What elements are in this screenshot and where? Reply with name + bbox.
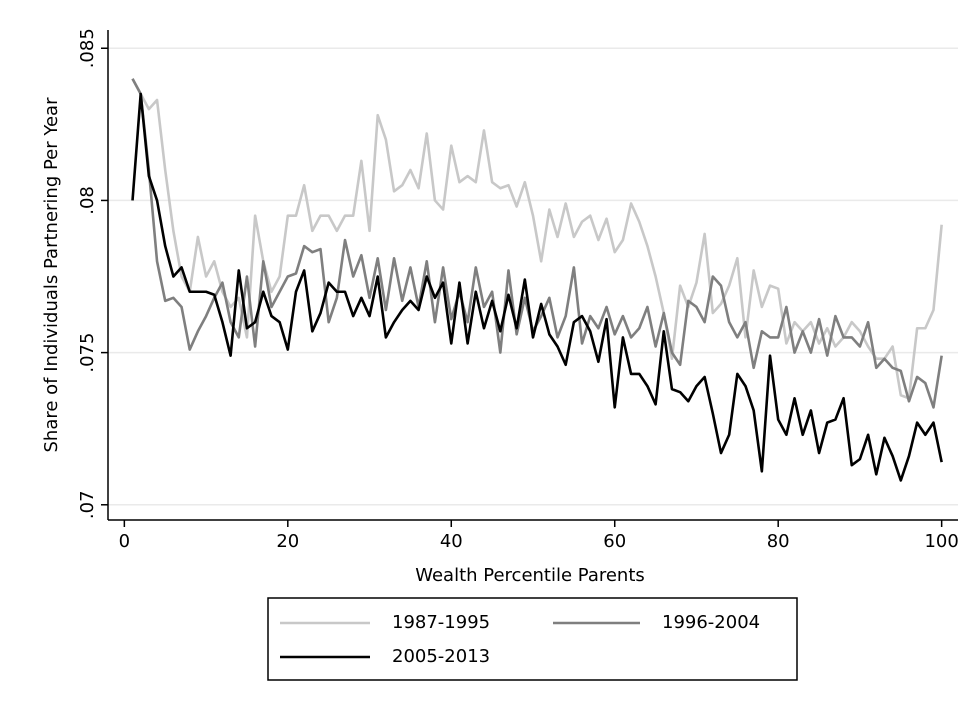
series-line [131, 78, 943, 400]
y-tick-label: .07 [77, 490, 98, 519]
y-axis-title: Share of Individuals Partnering Per Year [41, 97, 62, 453]
x-tick-label: 40 [440, 531, 463, 552]
y-tick-label: .08 [77, 186, 98, 215]
x-tick-label: 80 [767, 531, 790, 552]
legend-label: 2005-2013 [392, 646, 490, 667]
legend-box [267, 597, 798, 681]
x-axis-title: Wealth Percentile Parents [415, 565, 645, 586]
x-tick-label: 60 [603, 531, 626, 552]
x-tick-label: 0 [119, 531, 130, 552]
y-tick-label: .075 [77, 333, 98, 373]
legend-label: 1996-2004 [662, 612, 760, 633]
series-line [131, 92, 943, 482]
legend-label: 1987-1995 [392, 612, 490, 633]
x-tick-label: 100 [924, 531, 958, 552]
y-tick-label: .085 [77, 28, 98, 68]
x-tick-label: 20 [276, 531, 299, 552]
